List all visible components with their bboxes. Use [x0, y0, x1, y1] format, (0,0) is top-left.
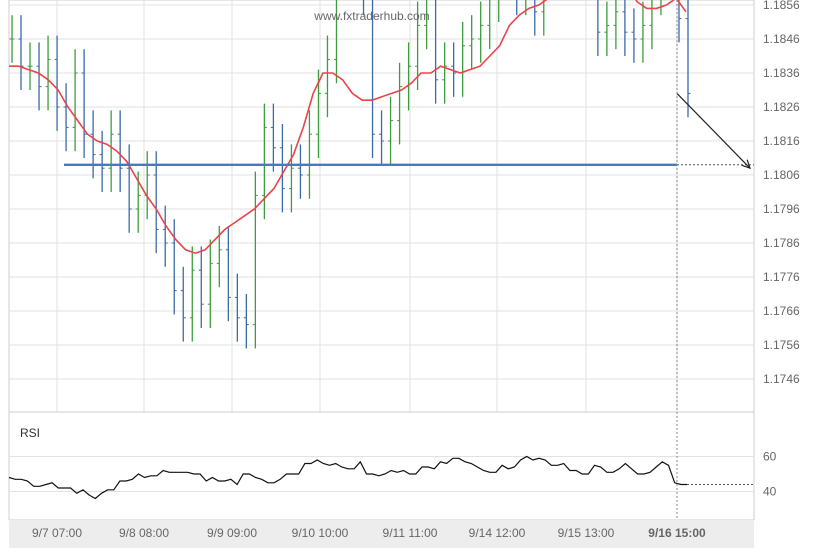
x-tick-label: 9/7 07:00 — [32, 526, 82, 540]
rsi-line — [8, 455, 687, 500]
rsi-panel: RSI — [8, 411, 755, 521]
price-tick-label: 1.1776 — [763, 270, 800, 284]
price-y-axis: 1.19261.19161.19061.18961.18861.18761.18… — [763, 0, 800, 386]
price-tick-label: 1.1786 — [763, 236, 800, 250]
price-tick-label: 1.1806 — [763, 168, 800, 182]
x-axis-ticks: 9/7 07:00 9/8 08:00 9/9 09:00 9/10 10:00 9/1… — [32, 526, 706, 540]
x-axis-band — [9, 520, 754, 548]
price-tick-label: 1.1816 — [763, 134, 800, 148]
x-tick-label: 9/15 13:00 — [558, 526, 615, 540]
price-tick-label: 1.1746 — [763, 372, 800, 386]
price-tick-label: 1.1766 — [763, 304, 800, 318]
x-tick-label: 9/14 12:00 — [469, 526, 526, 540]
price-panel-frame — [8, 0, 755, 413]
ohlc-bars — [9, 0, 691, 349]
projection-arrow-head-icon — [741, 159, 751, 170]
rsi-tick-label: 40 — [763, 485, 777, 499]
rsi-label: RSI — [20, 426, 40, 440]
x-tick-label: 9/8 08:00 — [119, 526, 169, 540]
projection-arrow-line — [676, 92, 751, 169]
moving-average-line — [9, 0, 687, 255]
price-tick-label: 1.1846 — [763, 32, 800, 46]
price-tick-label: 1.1756 — [763, 338, 800, 352]
price-tick-label: 1.1796 — [763, 202, 800, 216]
x-tick-label: 9/16 15:00 — [648, 526, 706, 540]
x-tick-label: 9/10 10:00 — [292, 526, 349, 540]
price-tick-label: 1.1826 — [763, 100, 800, 114]
price-tick-label: 1.1856 — [763, 0, 800, 12]
x-tick-label: 9/11 11:00 — [383, 526, 438, 540]
rsi-panel-frame — [8, 411, 755, 521]
rsi-gridlines — [9, 456, 754, 492]
x-tick-label: 9/9 09:00 — [207, 526, 257, 540]
rsi-tick-label: 60 — [763, 450, 777, 464]
rsi-y-axis: 60 40 — [763, 450, 777, 499]
x-axis: 9/7 07:00 9/8 08:00 9/9 09:00 9/10 10:00 9/1… — [9, 520, 754, 548]
price-tick-label: 1.1836 — [763, 66, 800, 80]
watermark: www.fxtraderhub.com — [313, 9, 429, 23]
